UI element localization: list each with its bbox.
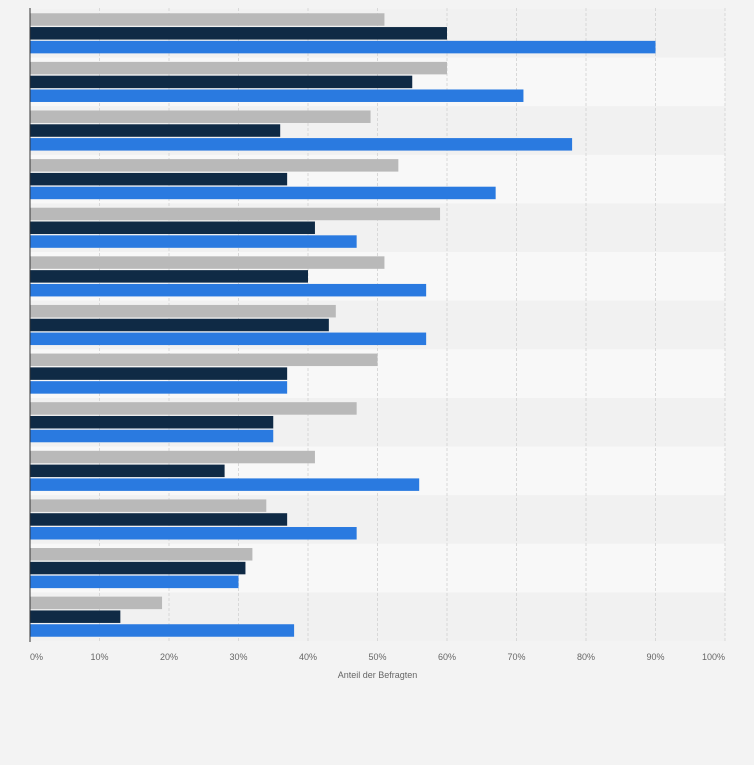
bar (30, 186, 496, 200)
bar (30, 89, 524, 102)
bar (30, 40, 656, 54)
bar (30, 575, 239, 589)
bar (30, 596, 163, 610)
bar (30, 27, 447, 40)
bar (30, 513, 288, 526)
bar (30, 110, 371, 123)
bar (30, 138, 573, 151)
bar (30, 464, 225, 478)
x-tick-label: 60% (438, 652, 456, 662)
x-tick-label: 90% (646, 652, 664, 662)
bar (30, 283, 427, 297)
x-tick-label: 50% (368, 652, 386, 662)
bar (30, 429, 274, 443)
bar (30, 61, 447, 75)
bar (30, 159, 399, 172)
bar (30, 499, 267, 512)
bar (30, 13, 385, 26)
x-tick-label: 0% (30, 652, 43, 662)
x-tick-label: 100% (702, 652, 725, 662)
bars (30, 13, 656, 637)
x-tick-label: 30% (229, 652, 247, 662)
bar (30, 332, 427, 346)
bar (30, 527, 357, 540)
x-tick-label: 40% (299, 652, 317, 662)
x-tick-label: 70% (507, 652, 525, 662)
bar (30, 124, 281, 137)
bar (30, 256, 385, 269)
bar (30, 353, 378, 367)
bar (30, 75, 413, 89)
bar (30, 304, 336, 318)
bar (30, 561, 246, 575)
bar (30, 367, 288, 380)
bar (30, 235, 357, 248)
x-axis-label: Anteil der Befragten (338, 670, 418, 680)
bar (30, 270, 308, 283)
bar (30, 548, 253, 561)
bar (30, 318, 329, 332)
bar (30, 221, 315, 235)
bar (30, 402, 357, 415)
x-tick-label: 20% (160, 652, 178, 662)
bar (30, 450, 315, 464)
x-tick-label: 80% (577, 652, 595, 662)
bar (30, 207, 441, 221)
bar (30, 381, 288, 394)
bar (30, 172, 288, 186)
x-tick-labels: 0% 10% 20% 30% 40% 50% 60% 70% 80% 90% 100% (30, 652, 725, 662)
bar (30, 624, 295, 637)
bar (30, 478, 420, 491)
bar (30, 415, 274, 429)
bar (30, 610, 121, 623)
x-tick-label: 10% (90, 652, 108, 662)
